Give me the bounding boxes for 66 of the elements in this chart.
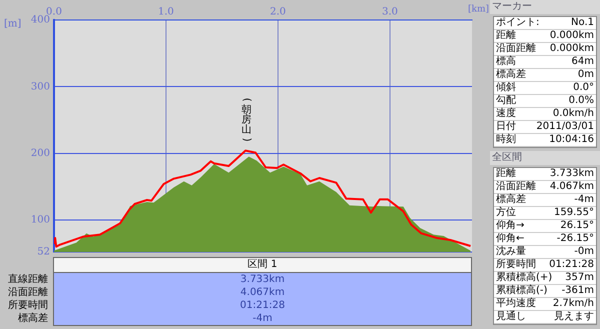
text: -0m: [574, 246, 594, 258]
text: 傾斜: [496, 82, 516, 94]
y-tick-label: 52: [37, 246, 50, 258]
text: 距離: [496, 30, 516, 42]
text: 26.15°: [560, 220, 594, 232]
text: -26.15°: [556, 233, 594, 245]
text: 所要時間: [8, 299, 48, 312]
y-tick-label: 100: [30, 214, 50, 226]
text: -4m: [574, 194, 594, 206]
text: No.1: [571, 17, 594, 29]
text: 標高差: [496, 69, 526, 81]
x-tick-label: 3.0: [382, 6, 398, 18]
text: 2.7km/h: [552, 298, 594, 310]
text: ポイント:: [496, 17, 540, 29]
text: 0.0km/h: [552, 108, 594, 120]
text: 見えます: [554, 311, 594, 323]
text: 357m: [565, 272, 594, 284]
text: 0.0%: [568, 95, 594, 107]
text: 仰角→: [496, 220, 524, 232]
text: 区間 1: [53, 257, 472, 273]
text: 3.733km: [240, 274, 285, 285]
text: 0.000km: [550, 43, 594, 55]
y-axis-title: [m]: [4, 18, 22, 30]
text: 時刻: [496, 134, 516, 146]
text: 平均速度: [496, 298, 536, 310]
text: -361m: [562, 285, 594, 297]
text: 沿面距離: [496, 181, 536, 193]
text: 直線距離: [8, 273, 48, 286]
text: 沈み量: [496, 246, 526, 258]
text: 所要時間: [496, 259, 536, 271]
text: 01:21:28: [549, 259, 594, 271]
text: 見通し: [496, 311, 526, 323]
x-tick-label: 2.0: [270, 6, 286, 18]
text: 沿面距離: [496, 43, 536, 55]
text: 速度: [496, 108, 516, 120]
text: 全区間: [490, 151, 600, 165]
text: マーカー: [490, 0, 600, 14]
x-axis-title: [km]: [468, 4, 489, 14]
y-tick-label: 400: [30, 14, 50, 26]
text: 01:21:28: [240, 300, 285, 311]
text: 方位: [496, 207, 516, 219]
text: 64m: [572, 56, 594, 68]
text: 標高: [496, 56, 516, 68]
text: 仰角←: [496, 233, 524, 245]
text: 標高差: [18, 312, 48, 325]
text: 3.733km: [550, 168, 594, 180]
text: 2011/03/01: [536, 121, 594, 133]
text: 10:04:16: [549, 134, 594, 146]
text: 159.55°: [554, 207, 594, 219]
text: 標高差: [496, 194, 526, 206]
text: 0.000km: [550, 30, 594, 42]
annotation: (朝房山): [241, 98, 252, 142]
y-tick-label: 200: [30, 148, 50, 159]
text: -4m: [252, 313, 272, 324]
text: 沿面距離: [8, 286, 48, 299]
text: 0m: [578, 69, 594, 81]
text: 累積標高(+): [496, 272, 552, 284]
text: 0.0°: [573, 82, 594, 94]
y-tick-label: 300: [30, 81, 50, 92]
text: 4.067km: [550, 181, 594, 193]
text: 累積標高(-): [496, 285, 548, 297]
text: 勾配: [496, 95, 516, 107]
text: 日付: [496, 121, 516, 133]
text: 4.067km: [240, 287, 285, 298]
text: 距離: [496, 168, 516, 180]
x-tick-label: 1.0: [158, 6, 174, 18]
